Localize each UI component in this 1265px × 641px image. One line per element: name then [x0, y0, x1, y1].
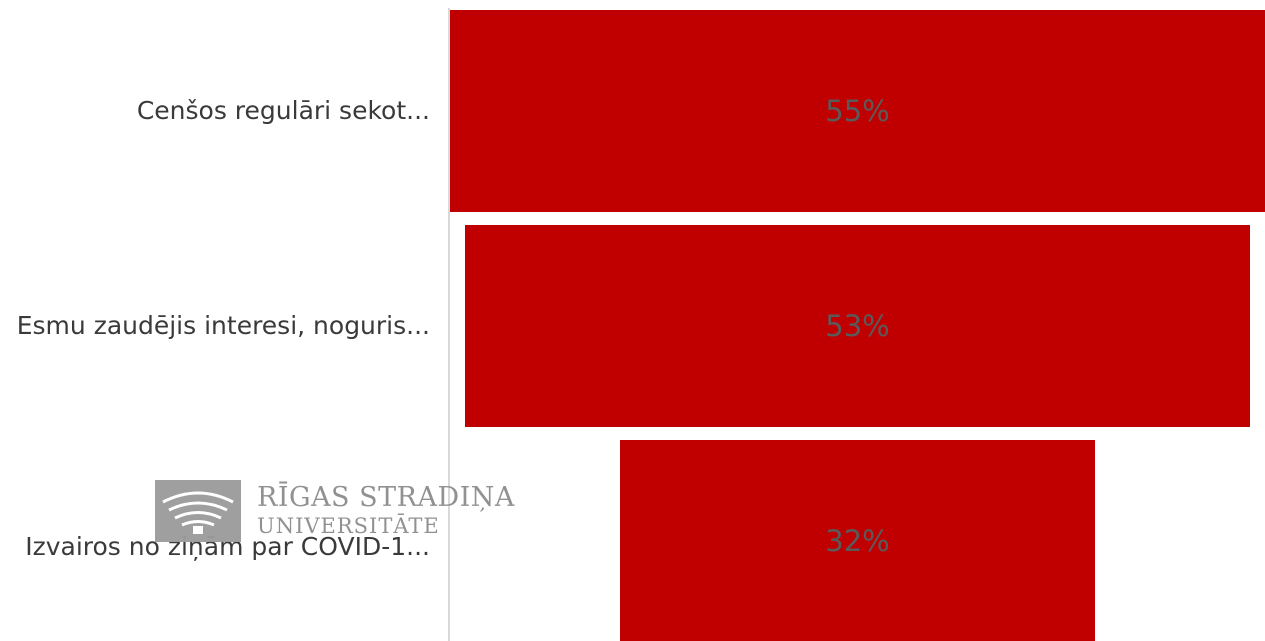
logo-text-line1: RĪGAS STRADIŅA [257, 482, 515, 513]
bar-value-label: 32% [825, 523, 890, 558]
funnel-bar: 55% [450, 10, 1265, 212]
category-label: Cenšos regulāri sekot... [136, 96, 430, 125]
logo-text-line2: UNIVERSITĀTE [257, 514, 440, 538]
funnel-bar: 32% [620, 440, 1095, 641]
bar-value-label: 55% [825, 94, 890, 128]
category-label: Esmu zaudējis interesi, noguris... [16, 311, 430, 340]
rsu-logo: RĪGAS STRADIŅA UNIVERSITĀTE [155, 480, 514, 542]
bar-value-label: 53% [825, 309, 890, 343]
funnel-bar: 53% [464, 225, 1251, 427]
category-axis-line [448, 8, 450, 641]
rsu-logo-icon [155, 480, 241, 542]
